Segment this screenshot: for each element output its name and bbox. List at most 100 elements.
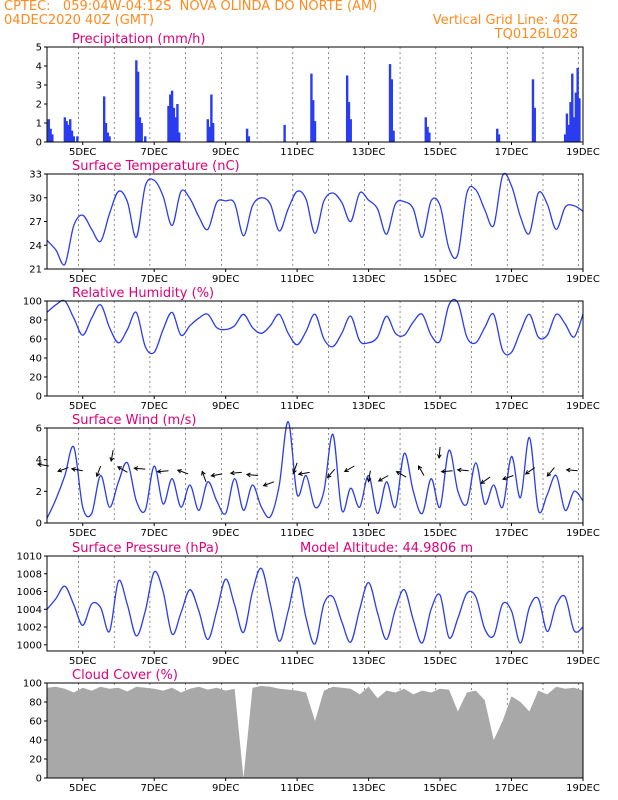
- y-tick-label: 1008: [17, 569, 42, 580]
- wind-arrow: [438, 446, 441, 459]
- model-altitude-label: Model Altitude: 44.9806 m: [300, 541, 473, 556]
- precip-bar: [69, 119, 72, 142]
- precip-bar: [345, 75, 349, 142]
- x-tick-label: 15DEC: [423, 401, 457, 412]
- x-tick-label: 19DEC: [566, 656, 600, 667]
- panel-frame: [46, 682, 584, 779]
- panel-title: Relative Humidity (%): [72, 286, 214, 301]
- wind-arrow-head: [70, 467, 76, 472]
- precip-bar: [136, 71, 140, 142]
- wind-arrow-head: [480, 479, 486, 484]
- precip-bar: [135, 60, 138, 142]
- x-tick-label: 13DEC: [352, 147, 386, 158]
- x-tick-label: 11DEC: [280, 147, 314, 158]
- panel-title: Precipitation (mm/h): [72, 32, 205, 47]
- x-tick-label: 19DEC: [566, 783, 600, 794]
- y-tick-label: 100: [23, 679, 42, 690]
- x-tick-label: 5DEC: [69, 783, 96, 794]
- precip-bar: [49, 128, 52, 142]
- y-tick-label: 33: [29, 170, 42, 181]
- precip-bar: [144, 136, 147, 142]
- wind-arrow: [546, 467, 555, 477]
- precip-bar: [576, 67, 579, 142]
- y-tick-label: 80: [29, 698, 42, 709]
- y-tick-label: 60: [29, 335, 42, 346]
- x-tick-label: 5DEC: [69, 656, 96, 667]
- wind-arrow: [367, 470, 371, 482]
- panel-1: 0 1 2 3 4 5 5DEC 7DEC 9DEC 11DEC 13DEC 15DEC 17DEC 19…: [36, 32, 600, 158]
- wind-arrow: [441, 470, 453, 473]
- precip-bar: [572, 117, 576, 142]
- wind-arrow-head: [116, 466, 122, 471]
- panel-5: 1000 1002 1004 1006 1008 1010 5DEC 7DEC 9DEC 11DE…: [17, 541, 600, 667]
- header-model-id: TQ0126L028: [494, 27, 578, 42]
- series-line: [46, 421, 584, 519]
- precip-bar: [211, 123, 215, 142]
- panel-frame: [46, 46, 584, 143]
- wind-arrow: [246, 474, 258, 476]
- precip-bar: [428, 132, 431, 142]
- wind-arrow: [502, 475, 514, 480]
- wind-arrow-head: [57, 467, 63, 473]
- wind-arrow: [71, 468, 83, 472]
- precip-bar: [65, 121, 68, 142]
- y-tick-label: 1010: [17, 552, 42, 563]
- x-tick-label: 5DEC: [69, 274, 96, 285]
- wind-arrow-head: [565, 467, 571, 473]
- wind-arrow: [211, 473, 223, 477]
- wind-arrow: [378, 475, 389, 482]
- header-date: 04DEC2020 40Z (GMT): [4, 13, 155, 28]
- wind-arrow: [418, 465, 425, 476]
- y-tick-label: 21: [29, 265, 42, 276]
- wind-arrow-head: [502, 475, 507, 481]
- x-tick-label: 17DEC: [495, 656, 529, 667]
- precip-bar: [567, 124, 570, 142]
- x-tick-label: 9DEC: [212, 528, 239, 539]
- wind-arrow-head: [297, 471, 303, 476]
- precip-bar: [245, 128, 249, 142]
- x-tick-label: 11DEC: [280, 783, 314, 794]
- precip-bar: [70, 130, 74, 142]
- precip-bar: [106, 132, 109, 142]
- x-tick-label: 13DEC: [352, 528, 386, 539]
- wind-arrow-head: [377, 477, 383, 482]
- precip-bar: [108, 136, 111, 142]
- x-tick-label: 9DEC: [212, 274, 239, 285]
- wind-arrow: [327, 468, 336, 478]
- precip-bar: [206, 119, 209, 142]
- y-tick-label: 80: [29, 316, 42, 327]
- y-tick-label: 1: [36, 119, 42, 130]
- precip-bar: [496, 128, 499, 142]
- x-tick-label: 9DEC: [212, 147, 239, 158]
- y-tick-label: 1004: [17, 605, 42, 616]
- y-tick-label: 20: [29, 755, 42, 766]
- wind-arrow: [525, 467, 536, 475]
- x-tick-label: 15DEC: [423, 274, 457, 285]
- x-tick-label: 11DEC: [280, 401, 314, 412]
- wind-arrow: [396, 471, 407, 478]
- y-tick-label: 0: [36, 774, 42, 785]
- wind-arrow: [117, 466, 128, 473]
- y-tick-label: 5: [36, 43, 42, 54]
- precip-bar: [210, 94, 213, 142]
- wind-arrow-head: [176, 469, 182, 474]
- wind-arrow-head: [262, 482, 268, 487]
- header-location: CPTEC: 059:04W-04:12S NOVA OLINDA DO NOR…: [4, 0, 378, 14]
- precip-bar: [578, 98, 581, 142]
- wind-arrow-head: [109, 457, 115, 463]
- y-tick-label: 40: [29, 736, 42, 747]
- precip-bar: [167, 105, 170, 142]
- precip-bar: [170, 90, 174, 142]
- wind-arrow-head: [210, 472, 216, 478]
- header-grid-line: Vertical Grid Line: 40Z: [432, 13, 578, 28]
- wind-arrow-head: [437, 454, 442, 460]
- precip-bar: [176, 104, 179, 142]
- precip-bar: [312, 100, 315, 142]
- precip-bar: [208, 126, 211, 142]
- precip-bar: [76, 136, 79, 142]
- x-tick-label: 17DEC: [495, 783, 529, 794]
- wind-arrow-head: [201, 470, 206, 476]
- wind-arrow: [201, 471, 207, 483]
- y-tick-label: 0: [36, 138, 42, 149]
- precip-bar: [169, 94, 172, 142]
